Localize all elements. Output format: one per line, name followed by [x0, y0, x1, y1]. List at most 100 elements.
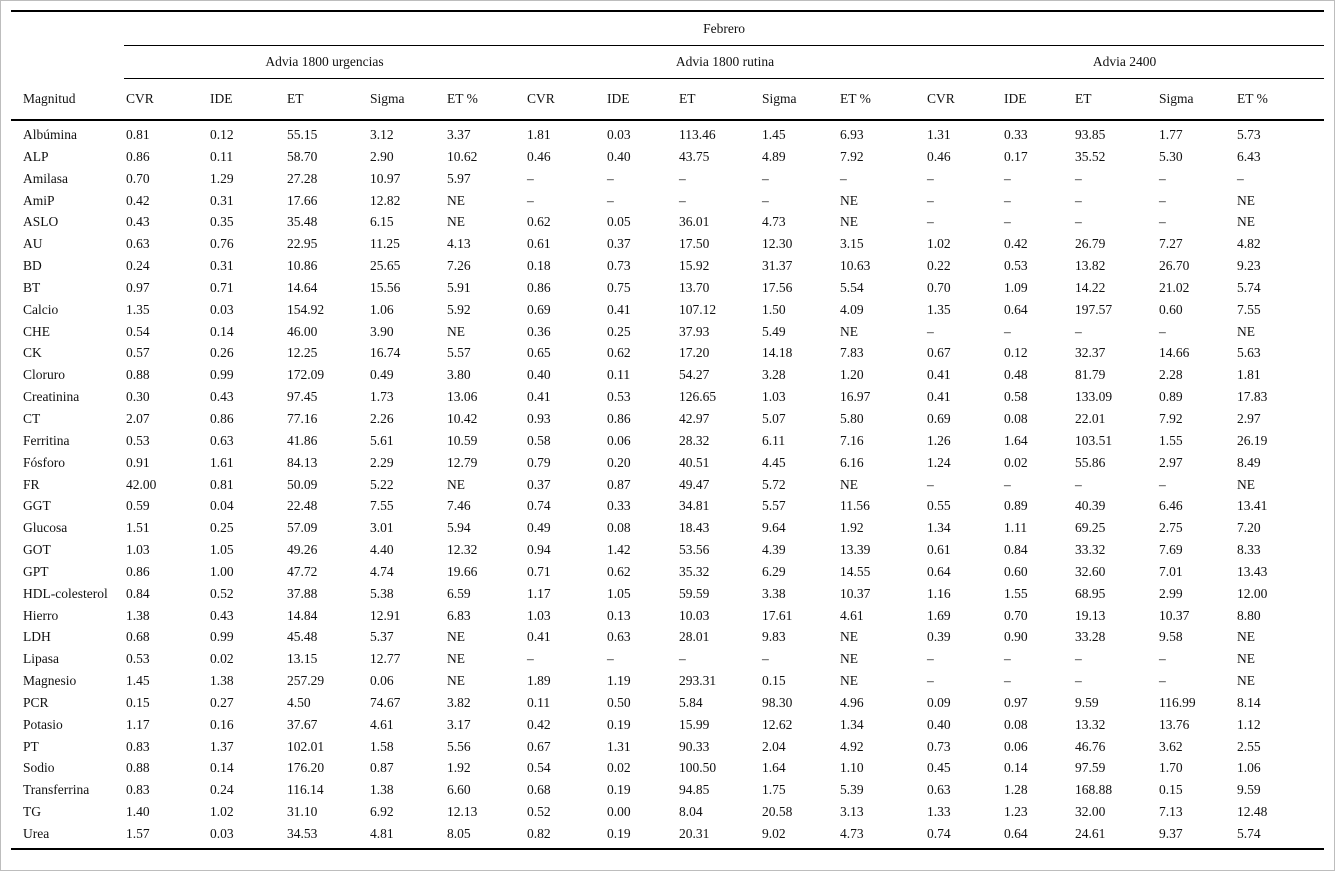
group-header-row: Advia 1800 urgencias Advia 1800 rutina A…: [11, 45, 1325, 79]
table-cell: 0.11: [527, 694, 551, 710]
table-cell: 9.23: [1237, 258, 1261, 274]
table-row: Transferrina 0.83 0.24 116.14 1.38 6.60 0.68 0.…: [11, 779, 1324, 801]
table-cell: 8.80: [1237, 607, 1261, 623]
table-cell: 0.48: [1004, 367, 1028, 383]
row-label: ASLO: [23, 214, 59, 230]
table-cell: 7.01: [1159, 563, 1183, 579]
row-label: Glucosa: [23, 520, 68, 536]
table-cell: 1.55: [1159, 432, 1183, 448]
table-row: LDH 0.68 0.99 45.48 5.37 NE 0.41 0.63 28.01 9.83 N…: [11, 626, 1324, 648]
table-cell: 0.02: [210, 651, 234, 667]
table-cell: 0.83: [126, 782, 150, 798]
table-cell: 13.41: [1237, 498, 1268, 514]
table-cell: 1.00: [210, 563, 234, 579]
table-cell: 0.05: [607, 214, 631, 230]
row-label: GPT: [23, 563, 49, 579]
table-cell: 35.32: [679, 563, 710, 579]
table-cell: 7.26: [447, 258, 471, 274]
table-cell: 0.99: [210, 629, 234, 645]
column-header-cvr-2: CVR: [525, 78, 605, 121]
table-cell: 7.69: [1159, 542, 1183, 558]
table-cell: 0.16: [210, 716, 234, 732]
table-cell: 68.95: [1075, 585, 1106, 601]
row-label: Amilasa: [23, 170, 68, 186]
table-cell: 1.33: [927, 804, 951, 820]
table-cell: 11.56: [840, 498, 870, 514]
table-cell: 0.22: [927, 258, 951, 274]
table-cell: 0.88: [126, 367, 150, 383]
table-cell: 0.43: [210, 389, 234, 405]
table-cell: –: [1159, 476, 1166, 492]
table-cell: 6.59: [447, 585, 471, 601]
table-cell: 1.70: [1159, 760, 1183, 776]
column-header-cvr-1: CVR: [124, 78, 208, 121]
table-cell: 2.07: [126, 410, 150, 426]
table-cell: 0.87: [370, 760, 394, 776]
table-row: BD 0.24 0.31 10.86 25.65 7.26 0.18 0.73 15.92 31.…: [11, 255, 1324, 277]
row-label: Cloruro: [23, 367, 65, 383]
table-cell: 7.20: [1237, 520, 1261, 536]
table-cell: 14.64: [287, 279, 318, 295]
column-header-et-1: ET: [285, 78, 368, 121]
table-cell: 0.06: [1004, 738, 1028, 754]
table-cell: 4.45: [762, 454, 786, 470]
table-cell: 10.42: [447, 410, 478, 426]
table-cell: 0.04: [210, 498, 234, 514]
table-cell: 168.88: [1075, 782, 1113, 798]
table-cell: 26.70: [1159, 258, 1190, 274]
title-row-spacer: [11, 10, 124, 46]
table-cell: –: [527, 192, 534, 208]
table-cell: 0.53: [1004, 258, 1028, 274]
table-cell: 0.54: [126, 323, 150, 339]
row-label: Albúmina: [23, 127, 77, 142]
row-label: CT: [23, 410, 41, 426]
table-cell: 0.06: [370, 673, 394, 689]
table-cell: –: [840, 170, 847, 186]
table-cell: 4.09: [840, 301, 864, 317]
table-cell: 0.74: [527, 498, 551, 514]
table-cell: 0.25: [210, 520, 234, 536]
table-cell: 0.69: [527, 301, 551, 317]
table-cell: 257.29: [287, 673, 325, 689]
table-cell: 0.61: [527, 236, 551, 252]
table-cell: NE: [447, 476, 465, 492]
table-cell: 1.64: [762, 760, 786, 776]
table-cell: 0.82: [525, 823, 605, 850]
row-label: PT: [23, 738, 39, 754]
table-cell: NE: [447, 651, 465, 667]
table-cell: 0.68: [126, 629, 150, 645]
table-cell: –: [607, 192, 614, 208]
row-label: AU: [23, 236, 43, 252]
column-header-et-2: ET: [677, 78, 760, 121]
table-cell: 6.93: [840, 127, 864, 142]
table-cell: 5.38: [370, 585, 394, 601]
table-cell: 1.26: [927, 432, 951, 448]
table-cell: 1.75: [762, 782, 786, 798]
table-cell: 8.49: [1237, 454, 1261, 470]
table-cell: 58.70: [287, 148, 318, 164]
table-cell: 32.60: [1075, 563, 1106, 579]
table-cell: 3.15: [840, 236, 864, 252]
table-cell: 103.51: [1075, 432, 1113, 448]
table-cell: 1.57: [124, 823, 208, 850]
table-cell: 2.28: [1159, 367, 1183, 383]
table-row: Potasio 1.17 0.16 37.67 4.61 3.17 0.42 0.19 15.9…: [11, 714, 1324, 736]
table-cell: 2.90: [370, 148, 394, 164]
table-cell: 0.62: [607, 345, 631, 361]
table-cell: NE: [840, 673, 858, 689]
table-cell: 7.92: [1159, 410, 1183, 426]
table-cell: 0.63: [210, 432, 234, 448]
table-cell: 0.36: [527, 323, 551, 339]
table-cell: 4.96: [840, 694, 864, 710]
table-cell: 0.62: [607, 563, 631, 579]
table-cell: 0.12: [1004, 345, 1028, 361]
table-cell: 0.64: [1002, 823, 1073, 850]
row-label: GOT: [23, 542, 51, 558]
table-cell: 0.52: [210, 585, 234, 601]
table-cell: 11.25: [370, 236, 400, 252]
table-cell: 5.37: [370, 629, 394, 645]
table-cell: 6.92: [370, 804, 394, 820]
row-label: FR: [23, 476, 40, 492]
table-cell: –: [1159, 651, 1166, 667]
table-cell: 32.37: [1075, 345, 1106, 361]
